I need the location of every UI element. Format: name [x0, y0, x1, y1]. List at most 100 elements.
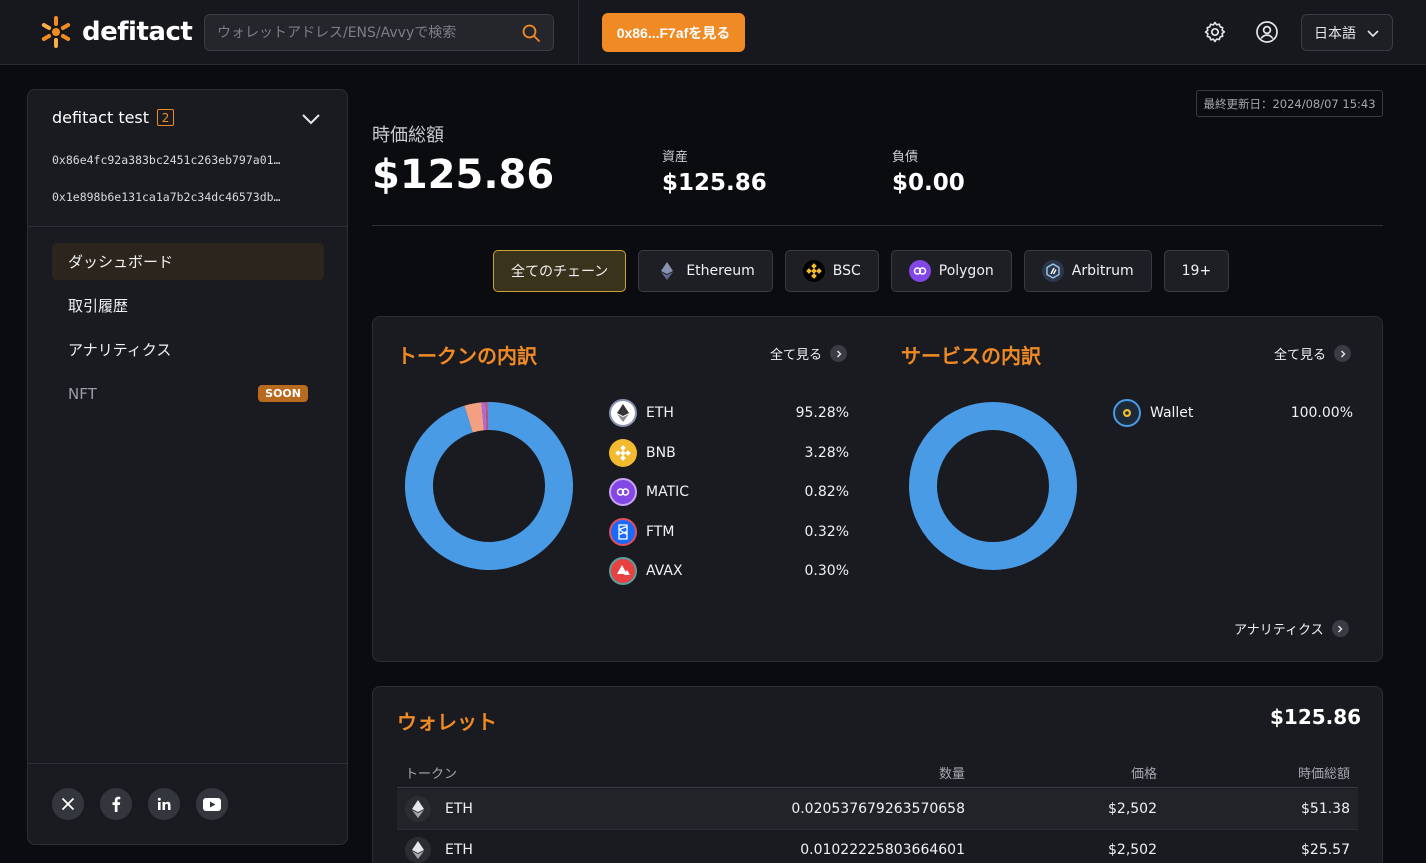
token-slice: [464, 402, 485, 433]
column-header[interactable]: 数量: [938, 767, 965, 782]
social-links: [52, 788, 228, 820]
sidebar-item-label: NFT: [68, 384, 97, 403]
wallet-address[interactable]: 0x86e4fc92a383bc2451c263eb797a01…: [52, 153, 281, 167]
chain-polygon[interactable]: Polygon: [890, 250, 1012, 292]
table-header: トークン 数量 価格 時価総額: [397, 758, 1358, 788]
chain-filter: 全てのチェーン Ethereum BSC Polygon Arbitrum 19…: [493, 250, 1230, 292]
service-percent: 100.00%: [1290, 405, 1353, 421]
matic-icon: [609, 478, 637, 506]
column-header[interactable]: 時価総額: [1297, 767, 1350, 782]
divider: [28, 226, 347, 227]
chevron-down-icon[interactable]: [300, 110, 322, 128]
eth-icon: [609, 399, 637, 427]
x-link[interactable]: [52, 788, 84, 820]
gear-icon: [1204, 21, 1226, 43]
chain-more[interactable]: 19+: [1163, 250, 1230, 292]
token-percent: 3.28%: [804, 445, 849, 461]
search-box[interactable]: [204, 14, 554, 51]
column-header[interactable]: 価格: [1130, 767, 1157, 782]
wallet-title: ウォレット: [397, 710, 497, 734]
total-value: $125.86: [372, 152, 555, 198]
account-button[interactable]: [1253, 18, 1281, 46]
linkedin-link[interactable]: [148, 788, 180, 820]
assets-value: $125.86: [662, 170, 767, 196]
last-updated: 最終更新日：2024/08/07 15:43: [1196, 90, 1383, 117]
sidebar: defitact test 2 0x86e4fc92a383bc2451c263…: [27, 89, 348, 845]
table-row[interactable]: ETH 0.020537679263570658 $2,502 $51.38: [397, 789, 1358, 830]
user-icon: [1256, 21, 1278, 43]
price-cell: $2,502: [1108, 801, 1157, 817]
settings-button[interactable]: [1201, 18, 1229, 46]
legend-item: ETH 95.28%: [609, 399, 849, 427]
avax-icon: [609, 557, 637, 585]
see-all-label: 全て見る: [770, 348, 823, 363]
chain-label: 全てのチェーン: [511, 264, 609, 280]
wallet-panel: [372, 686, 1383, 863]
chain-ethereum[interactable]: Ethereum: [638, 250, 773, 292]
token-symbol: BNB: [646, 445, 676, 461]
polygon-icon: [908, 260, 931, 282]
price-cell: $2,502: [1108, 842, 1157, 858]
view-wallet-button[interactable]: 0x86...F7afを見る: [602, 13, 745, 52]
sidebar-item-nft: NFT SOON: [52, 375, 324, 412]
chain-bsc[interactable]: BSC: [784, 250, 879, 292]
top-bar: defitact 0x86...F7afを見る 日本語: [0, 0, 1426, 65]
search-icon[interactable]: [521, 23, 541, 43]
service-slice: [909, 402, 1077, 570]
token-percent: 0.32%: [804, 524, 849, 540]
amount-cell: 0.01022225803664601: [800, 842, 965, 858]
bnb-icon: [802, 260, 825, 282]
search-input[interactable]: [217, 24, 521, 41]
logo[interactable]: defitact: [38, 14, 193, 50]
facebook-link[interactable]: [100, 788, 132, 820]
sidebar-item-label: アナリティクス: [68, 341, 172, 359]
legend-item: Wallet 100.00%: [1113, 399, 1353, 427]
portfolio-selector[interactable]: defitact test 2: [52, 108, 175, 127]
wallet-address[interactable]: 0x1e898b6e131ca1a7b2c34dc46573db…: [52, 190, 281, 204]
legend-item: AVAX 0.30%: [609, 557, 849, 585]
header-divider: [578, 0, 579, 65]
token-see-all-link[interactable]: 全て見る: [770, 344, 848, 363]
logo-icon: [41, 16, 71, 48]
see-all-label: 全て見る: [1274, 348, 1327, 363]
youtube-link[interactable]: [196, 788, 228, 820]
facebook-icon: [112, 796, 121, 812]
token-donut-chart: [405, 402, 573, 570]
service-see-all-link[interactable]: 全て見る: [1274, 344, 1352, 363]
chevron-down-icon: [1367, 29, 1379, 37]
language-label: 日本語: [1314, 25, 1356, 42]
sidebar-nav: ダッシュボード 取引履歴 アナリティクス NFT SOON: [52, 243, 324, 419]
eth-icon: [405, 837, 431, 863]
sidebar-item-label: ダッシュボード: [68, 253, 174, 271]
divider: [372, 225, 1383, 226]
column-header[interactable]: トークン: [405, 767, 458, 782]
wallet-count-badge: 2: [157, 109, 175, 126]
token-slice: [405, 402, 573, 570]
liabilities-value: $0.00: [892, 170, 965, 196]
amount-cell: 0.020537679263570658: [791, 801, 965, 817]
linkedin-icon: [157, 797, 171, 810]
token-percent: 0.30%: [804, 563, 849, 579]
chevron-right-icon: [1331, 620, 1349, 637]
chain-label: BSC: [832, 263, 861, 279]
sidebar-item-analytics[interactable]: アナリティクス: [52, 331, 324, 368]
service-name: Wallet: [1150, 405, 1194, 421]
sidebar-item-history[interactable]: 取引履歴: [52, 287, 324, 324]
sidebar-item-label: 取引履歴: [68, 297, 129, 315]
token-cell: ETH: [405, 830, 473, 863]
legend-item: FTM 0.32%: [609, 518, 849, 546]
chain-all[interactable]: 全てのチェーン: [493, 250, 627, 292]
token-symbol: ETH: [445, 801, 473, 817]
wallet-total: $125.86: [1270, 705, 1362, 729]
token-percent: 95.28%: [795, 405, 849, 421]
language-select[interactable]: 日本語: [1301, 14, 1393, 51]
chain-label: Arbitrum: [1071, 263, 1134, 279]
x-icon: [61, 797, 75, 811]
sidebar-item-dashboard[interactable]: ダッシュボード: [52, 243, 324, 280]
value-cell: $51.38: [1301, 801, 1350, 817]
chain-arbitrum[interactable]: Arbitrum: [1023, 250, 1152, 292]
table-row[interactable]: ETH 0.01022225803664601 $2,502 $25.57: [397, 830, 1358, 863]
chain-label: Ethereum: [686, 263, 755, 279]
ethereum-icon: [656, 260, 678, 282]
analytics-link[interactable]: アナリティクス: [1234, 619, 1349, 638]
